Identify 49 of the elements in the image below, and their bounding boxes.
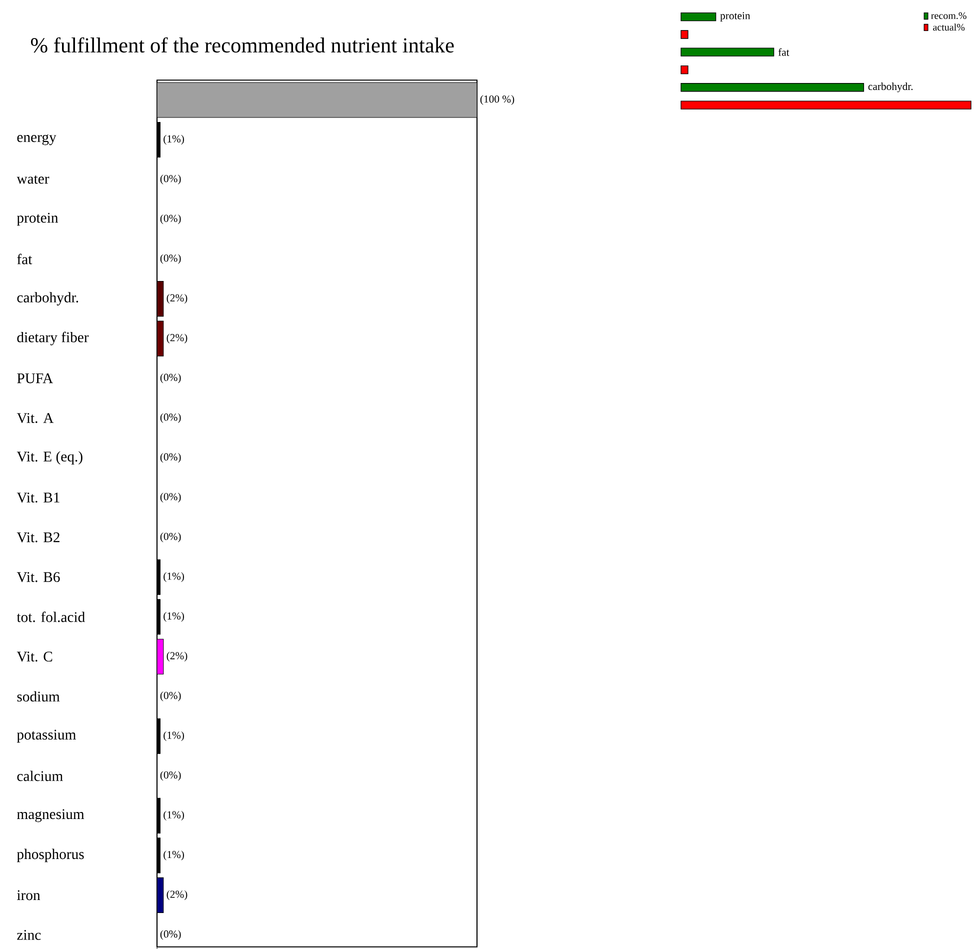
y-tick-label: PUFA xyxy=(17,373,54,384)
y-tick-label: Vit. B1 xyxy=(16,492,60,503)
chart-title: % fulfillment of the recommended nutrient intake xyxy=(31,37,454,53)
y-tick-label: Vit. E (eq.) xyxy=(16,451,82,464)
data-label: (0%) xyxy=(160,492,181,502)
y-tick-label: Vit. A xyxy=(16,413,54,424)
data-label: (0%) xyxy=(160,174,181,184)
data-label: (0%) xyxy=(160,214,181,224)
y-tick-label: zinc xyxy=(17,930,41,940)
data-label: (2%) xyxy=(166,890,188,900)
data-label: (0%) xyxy=(160,692,181,702)
legend-label: recom.% xyxy=(931,12,966,20)
y-tick-label: fat xyxy=(17,254,32,264)
data-label: (1%) xyxy=(164,810,184,821)
y-tick-label: energy xyxy=(17,134,56,146)
data-label: (0%) xyxy=(160,452,181,463)
y-tick-label: iron xyxy=(17,890,40,900)
data-label: (1%) xyxy=(164,850,184,860)
data-label: (2%) xyxy=(166,652,188,662)
y-tick-label: Vit. B2 xyxy=(16,532,60,542)
annotation: fat xyxy=(778,48,790,56)
data-label: (1%) xyxy=(164,612,184,622)
y-tick-label: protein xyxy=(16,212,58,226)
data-label: (1%) xyxy=(164,134,184,145)
y-tick-label: potassium xyxy=(16,730,76,743)
data-label: (1%) xyxy=(164,731,184,741)
y-tick-label: dietary fiber xyxy=(17,332,89,346)
data-label: (0%) xyxy=(160,930,181,940)
y-tick-label: phosphorus xyxy=(16,848,84,862)
y-tick-label: water xyxy=(16,175,50,184)
y-tick-label: tot. fol.acid xyxy=(16,612,85,622)
data-label: (0%) xyxy=(160,771,181,781)
y-tick-label: calcium xyxy=(17,770,63,782)
data-label: (0%) xyxy=(160,532,181,542)
y-tick-label: sodium xyxy=(17,691,60,702)
data-label: (2%) xyxy=(166,334,188,344)
data-label: (1%) xyxy=(164,572,184,582)
y-tick-label: carbohydr. xyxy=(17,292,78,306)
data-label: (0%) xyxy=(160,254,181,264)
y-tick-label: Vit. C xyxy=(16,652,52,662)
annotation: carbohydr. xyxy=(868,82,913,92)
data-label: (0%) xyxy=(160,413,181,423)
annotation: protein xyxy=(720,12,750,22)
data-label: (0%) xyxy=(160,373,181,384)
y-tick-label: Vit. B6 xyxy=(16,572,60,582)
data-label: (100 %) xyxy=(480,95,514,105)
data-label: (2%) xyxy=(166,294,188,304)
y-tick-label: magnesium xyxy=(17,809,84,822)
legend-label: actual% xyxy=(933,24,965,31)
